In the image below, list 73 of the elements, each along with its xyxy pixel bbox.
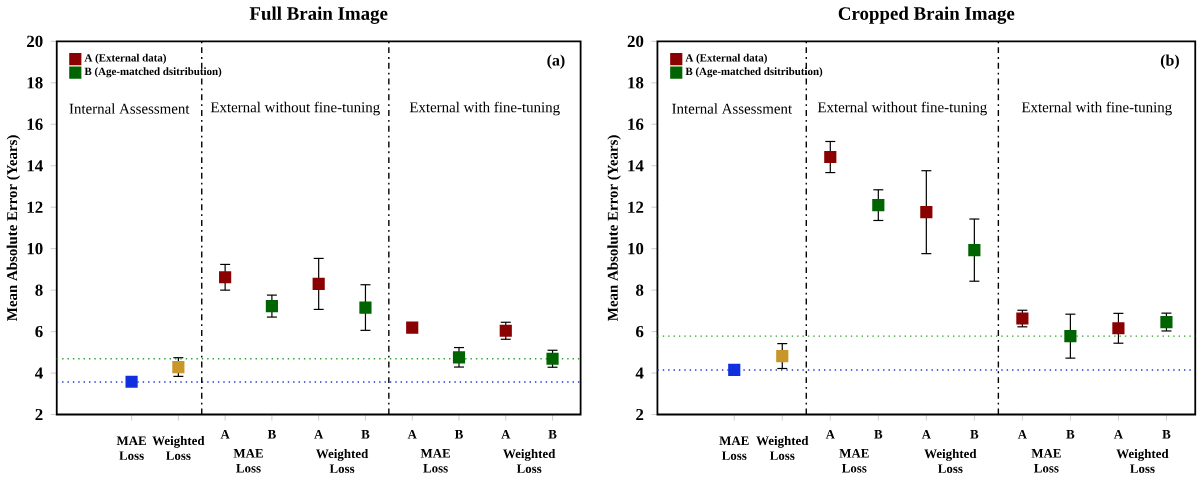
x-tick-label: A xyxy=(1113,429,1123,439)
x-tick-label: A xyxy=(220,429,230,439)
legend-label: B (Age-matched dsitribution) xyxy=(84,67,222,78)
point xyxy=(452,351,466,364)
point xyxy=(359,301,372,314)
x-tick-label: A xyxy=(407,429,417,439)
y-tick-label: 20 xyxy=(627,35,644,47)
y-tick-label: 2 xyxy=(636,408,644,420)
x-tick-label: A xyxy=(1017,429,1027,439)
x-tick-label: B xyxy=(970,429,979,439)
y-tick-label: 6 xyxy=(35,325,43,338)
point xyxy=(920,205,933,219)
x-tick-label: A xyxy=(825,429,835,439)
annotation: External with fine-tuning xyxy=(409,101,560,116)
legend-label: A (External data) xyxy=(685,53,767,64)
x-tick-label: B xyxy=(361,429,370,439)
y-tick-label: 10 xyxy=(27,242,43,255)
point xyxy=(172,360,185,373)
legend-label: A (External data) xyxy=(84,53,166,64)
x-tick-label: Weighted Loss xyxy=(152,435,205,460)
y-tick-label: 12 xyxy=(27,201,43,213)
chart-title: Full Brain Image xyxy=(249,6,388,24)
y-tick-label: 12 xyxy=(628,201,644,213)
point xyxy=(406,321,419,334)
y-tick-label: 4 xyxy=(35,367,43,379)
y-tick-label: 16 xyxy=(628,118,644,130)
x-tick-label: B xyxy=(1066,429,1075,439)
y-tick-label: 4 xyxy=(635,367,644,379)
point xyxy=(824,150,837,163)
y-tick-label: 8 xyxy=(35,284,43,296)
point xyxy=(1160,315,1173,328)
y-tick-label: 6 xyxy=(636,325,644,338)
x-tick-label: A xyxy=(921,429,931,439)
annotation: (a) xyxy=(547,54,565,69)
legend-label: B (Age-matched dsitribution) xyxy=(685,67,823,78)
annotation: (b) xyxy=(1160,54,1179,69)
chart-title: Cropped Brain Image xyxy=(838,6,1015,24)
x-tick-label: B xyxy=(548,429,557,439)
y-tick-label: 14 xyxy=(628,159,644,172)
point xyxy=(125,375,138,388)
y-tick-label: 16 xyxy=(27,118,43,130)
x-tick-label: Weighted Loss xyxy=(756,435,809,460)
annotation: External with fine-tuning xyxy=(1021,101,1172,116)
x-tick-label: MAE Loss xyxy=(719,436,749,460)
annotation: External without fine-tuning xyxy=(210,101,380,116)
point xyxy=(1112,322,1125,335)
point xyxy=(872,198,885,212)
y-tick-label: 10 xyxy=(628,242,644,255)
point xyxy=(219,271,232,284)
point xyxy=(1064,329,1077,343)
point xyxy=(968,243,981,257)
x-tick-label: B xyxy=(1162,429,1171,439)
annotation: Internal Assessment xyxy=(69,103,190,114)
x-tick-label: B xyxy=(454,429,463,439)
x-tick-label: A xyxy=(314,429,324,439)
y-tick-label: 14 xyxy=(27,159,43,172)
y-tick-label: 18 xyxy=(628,76,644,89)
y-axis-title: Mean Absolute Error (Years) xyxy=(607,135,621,321)
x-tick-label: B xyxy=(874,429,883,439)
x-tick-label: A xyxy=(501,429,511,439)
point xyxy=(728,363,741,376)
y-tick-label: 18 xyxy=(27,76,43,89)
point xyxy=(776,349,789,362)
y-tick-label: 20 xyxy=(27,35,43,47)
x-tick-label: MAE Loss xyxy=(116,436,146,460)
y-axis-title: Mean Absolute Error (Years) xyxy=(6,135,21,321)
x-tick-label: B xyxy=(267,429,276,439)
annotation: External without fine-tuning xyxy=(817,101,987,116)
annotation: Internal Assessment xyxy=(672,103,792,114)
y-tick-label: 2 xyxy=(35,408,43,420)
y-tick-label: 8 xyxy=(636,284,644,296)
point xyxy=(265,299,278,313)
point xyxy=(312,277,325,290)
